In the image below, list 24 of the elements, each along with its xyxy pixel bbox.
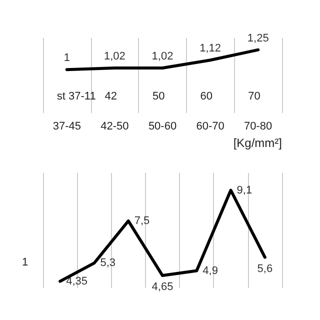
data-label: 4,35 (66, 275, 88, 288)
x-axis-title: [Kg/mm²] (233, 136, 282, 150)
data-label: 1,25 (247, 32, 269, 44)
data-label: 4,9 (202, 264, 218, 277)
text: 42 (104, 90, 117, 102)
x-tick-label: 42-50 (100, 120, 129, 132)
data-label: 1,02 (104, 50, 126, 62)
x-tick-label: 60-70 (196, 120, 224, 132)
text: 70 (248, 90, 260, 102)
text: st 37-11 (56, 90, 96, 102)
data-label: 1,12 (200, 42, 222, 55)
text: 1 (22, 256, 28, 268)
data-label: 4,65 (152, 281, 174, 294)
data-label: 5,3 (100, 257, 116, 270)
text: 60 (200, 90, 213, 102)
data-label: 7,5 (134, 214, 150, 227)
data-label: 1,02 (152, 50, 174, 62)
data-label: 5,6 (257, 262, 273, 275)
x-tick-label: 37-45 (52, 120, 81, 132)
x-tick-label: 50-60 (148, 120, 177, 132)
text: 50 (152, 90, 165, 102)
data-label: 9,1 (236, 184, 252, 196)
data-label: 1 (64, 52, 70, 64)
x-tick-label: 70-80 (244, 120, 272, 132)
